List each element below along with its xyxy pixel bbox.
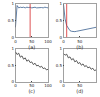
svg-text:50: 50 <box>77 39 83 44</box>
svg-text:0: 0 <box>12 35 15 40</box>
svg-text:0.5: 0.5 <box>56 63 63 68</box>
svg-text:50: 50 <box>77 83 83 88</box>
svg-text:0: 0 <box>14 39 17 44</box>
svg-text:(a): (a) <box>28 44 35 50</box>
svg-text:100: 100 <box>44 83 52 88</box>
svg-text:1: 1 <box>60 46 63 51</box>
svg-text:(d): (d) <box>76 88 83 94</box>
svg-text:0.5: 0.5 <box>8 18 15 23</box>
svg-text:0: 0 <box>12 79 15 84</box>
svg-text:0: 0 <box>60 79 63 84</box>
svg-text:0.5: 0.5 <box>8 63 15 68</box>
svg-text:50: 50 <box>29 83 35 88</box>
svg-text:0: 0 <box>60 35 63 40</box>
svg-text:0: 0 <box>62 83 65 88</box>
svg-text:1: 1 <box>12 1 15 6</box>
svg-text:50: 50 <box>29 39 35 44</box>
svg-text:0: 0 <box>62 39 65 44</box>
svg-text:0: 0 <box>14 83 17 88</box>
svg-text:100: 100 <box>44 39 52 44</box>
svg-text:1: 1 <box>12 46 15 51</box>
svg-text:(b): (b) <box>76 44 83 50</box>
svg-text:1: 1 <box>60 1 63 6</box>
svg-text:(c): (c) <box>28 88 35 94</box>
svg-text:0.5: 0.5 <box>56 18 63 23</box>
